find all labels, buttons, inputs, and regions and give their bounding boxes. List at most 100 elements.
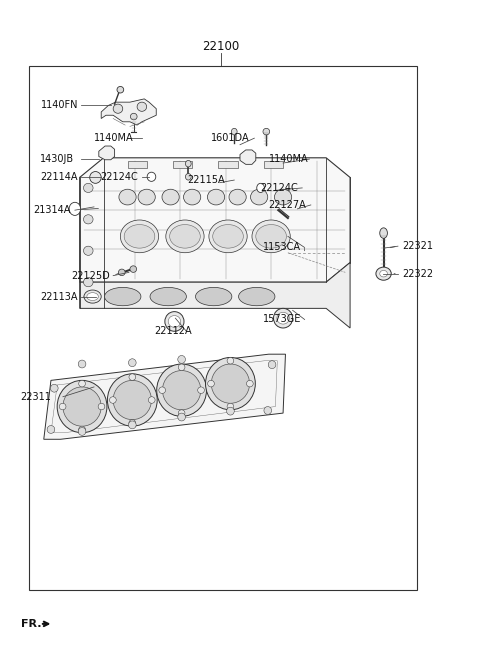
Polygon shape <box>80 158 350 282</box>
Text: 22321: 22321 <box>403 241 434 251</box>
Text: 22311: 22311 <box>20 392 51 401</box>
Ellipse shape <box>274 308 293 328</box>
Text: 1153CA: 1153CA <box>263 243 301 253</box>
Ellipse shape <box>129 374 136 380</box>
Ellipse shape <box>178 413 185 421</box>
Text: 1601DA: 1601DA <box>211 133 250 143</box>
Ellipse shape <box>157 364 206 417</box>
Ellipse shape <box>178 364 185 371</box>
Ellipse shape <box>131 113 137 120</box>
Ellipse shape <box>147 173 156 181</box>
Ellipse shape <box>168 316 180 327</box>
Polygon shape <box>101 99 156 125</box>
Ellipse shape <box>227 358 234 364</box>
Ellipse shape <box>129 421 136 429</box>
Ellipse shape <box>198 387 204 394</box>
Ellipse shape <box>150 287 186 306</box>
Ellipse shape <box>98 403 105 410</box>
Ellipse shape <box>208 380 215 387</box>
Ellipse shape <box>268 361 276 369</box>
Ellipse shape <box>169 224 200 248</box>
Ellipse shape <box>79 380 85 387</box>
Text: 1573GE: 1573GE <box>263 314 301 325</box>
Text: 22112A: 22112A <box>154 326 192 337</box>
Text: 1140FN: 1140FN <box>41 100 79 110</box>
Ellipse shape <box>256 224 287 248</box>
Ellipse shape <box>63 387 101 426</box>
Ellipse shape <box>380 270 387 277</box>
Ellipse shape <box>275 189 292 205</box>
Text: 22100: 22100 <box>202 40 240 53</box>
Ellipse shape <box>165 312 184 331</box>
Ellipse shape <box>120 220 158 253</box>
Ellipse shape <box>185 161 191 167</box>
Ellipse shape <box>251 189 268 205</box>
Ellipse shape <box>57 380 107 433</box>
Ellipse shape <box>380 228 387 238</box>
Ellipse shape <box>84 290 101 303</box>
Text: 22125D: 22125D <box>72 271 110 281</box>
Text: FR.: FR. <box>21 619 41 629</box>
Ellipse shape <box>148 397 155 403</box>
Ellipse shape <box>376 267 391 280</box>
Text: 22322: 22322 <box>403 269 434 279</box>
Ellipse shape <box>105 287 141 306</box>
Ellipse shape <box>209 220 247 253</box>
Ellipse shape <box>47 426 55 434</box>
Ellipse shape <box>84 215 93 224</box>
Text: 22114A: 22114A <box>40 173 77 182</box>
Ellipse shape <box>162 371 201 410</box>
Polygon shape <box>80 262 350 328</box>
Ellipse shape <box>87 293 98 300</box>
Ellipse shape <box>264 407 272 415</box>
Ellipse shape <box>211 364 250 403</box>
Ellipse shape <box>129 420 136 426</box>
Ellipse shape <box>113 104 123 113</box>
Ellipse shape <box>84 277 93 287</box>
Text: 22113A: 22113A <box>40 291 77 302</box>
Ellipse shape <box>231 129 237 135</box>
Ellipse shape <box>277 312 289 324</box>
Ellipse shape <box>113 380 152 420</box>
Ellipse shape <box>195 287 232 306</box>
Ellipse shape <box>185 173 191 180</box>
Ellipse shape <box>227 407 234 415</box>
Ellipse shape <box>69 202 81 215</box>
Ellipse shape <box>117 87 124 93</box>
Text: 1140MA: 1140MA <box>94 133 133 143</box>
Text: 1140MA: 1140MA <box>269 154 308 164</box>
Ellipse shape <box>229 189 246 205</box>
Polygon shape <box>44 354 286 440</box>
Ellipse shape <box>119 189 136 205</box>
Ellipse shape <box>178 410 185 417</box>
Text: 1430JB: 1430JB <box>40 154 74 164</box>
Ellipse shape <box>257 183 264 192</box>
Ellipse shape <box>78 360 86 368</box>
Bar <box>29 66 417 590</box>
Ellipse shape <box>183 189 201 205</box>
Ellipse shape <box>84 246 93 255</box>
Text: 22115A: 22115A <box>187 175 225 185</box>
Bar <box>264 161 283 168</box>
Text: 22124C: 22124C <box>261 183 299 193</box>
Ellipse shape <box>79 426 85 433</box>
Ellipse shape <box>137 102 147 112</box>
Ellipse shape <box>108 374 157 426</box>
Ellipse shape <box>119 269 125 276</box>
Polygon shape <box>240 150 256 165</box>
Polygon shape <box>99 146 115 160</box>
Ellipse shape <box>59 403 66 410</box>
Text: 22124C: 22124C <box>100 173 138 182</box>
Ellipse shape <box>109 397 116 403</box>
Ellipse shape <box>207 189 225 205</box>
Ellipse shape <box>205 358 255 410</box>
Text: 22127A: 22127A <box>269 200 306 210</box>
Ellipse shape <box>84 183 93 192</box>
Ellipse shape <box>263 129 270 135</box>
Ellipse shape <box>213 224 243 248</box>
Ellipse shape <box>90 172 101 183</box>
Ellipse shape <box>227 403 234 410</box>
Ellipse shape <box>129 359 136 367</box>
Ellipse shape <box>166 220 204 253</box>
Ellipse shape <box>124 224 155 248</box>
